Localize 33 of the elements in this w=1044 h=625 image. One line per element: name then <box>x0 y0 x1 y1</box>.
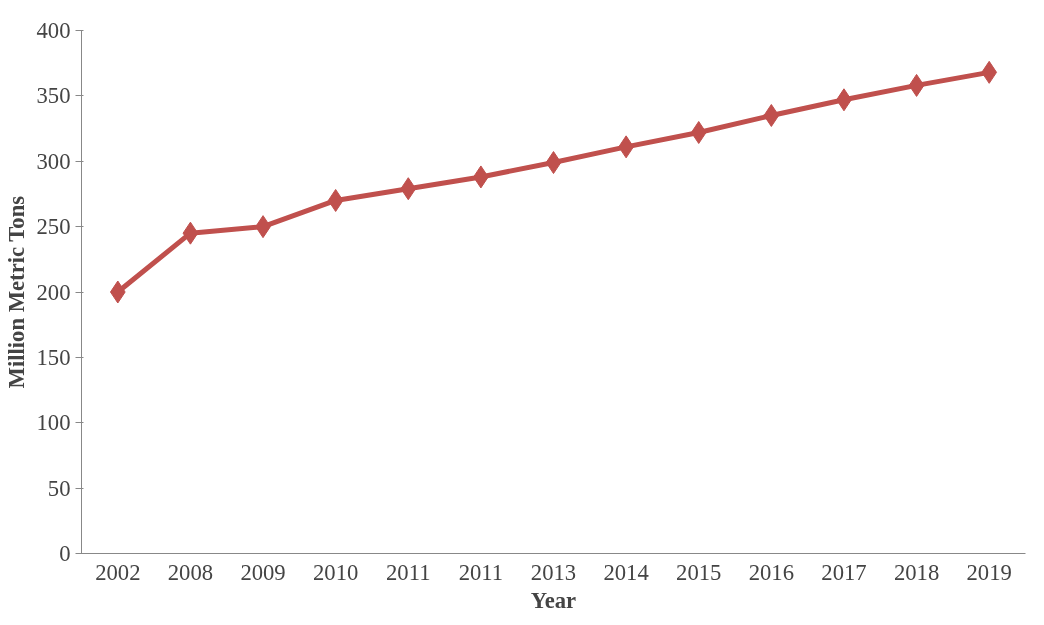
point <box>763 103 780 127</box>
y-tick-label: 100 <box>36 410 71 436</box>
y-axis-title: Million Metric Tons <box>3 195 29 389</box>
y-tick-label: 350 <box>36 83 71 109</box>
y-tick-label: 200 <box>36 279 71 305</box>
point <box>690 120 707 144</box>
y-tick-label: 150 <box>36 344 71 370</box>
y-tick-label: 300 <box>36 148 71 174</box>
point <box>981 60 998 84</box>
x-tick-label: 2009 <box>240 559 286 585</box>
x-tick-label: 2014 <box>603 559 649 585</box>
y-tick-label: 400 <box>36 18 71 43</box>
x-tick-label: 2017 <box>821 559 867 585</box>
x-axis-title: Year <box>530 587 577 613</box>
x-tick-label: 2018 <box>893 559 940 585</box>
x-tick-label: 2011 <box>386 559 431 585</box>
x-tick-label: 2010 <box>313 559 359 585</box>
x-tick-label: 2015 <box>676 559 722 585</box>
point <box>908 73 925 97</box>
point <box>327 188 344 212</box>
y-tick-label: 0 <box>59 541 71 566</box>
point <box>109 280 126 304</box>
x-tick-label: 2016 <box>748 559 794 585</box>
x-tick-label: 2011 <box>458 559 504 585</box>
x-tick-label: 2013 <box>530 559 577 585</box>
y-tick-label: 250 <box>36 214 71 240</box>
x-tick-label: 2008 <box>167 559 214 585</box>
y-tick-label: 50 <box>47 475 71 501</box>
x-tick-label: 2002 <box>95 559 141 585</box>
x-tick-label: 2019 <box>966 559 1012 585</box>
point <box>545 151 562 175</box>
point <box>182 221 199 245</box>
point <box>400 177 417 201</box>
